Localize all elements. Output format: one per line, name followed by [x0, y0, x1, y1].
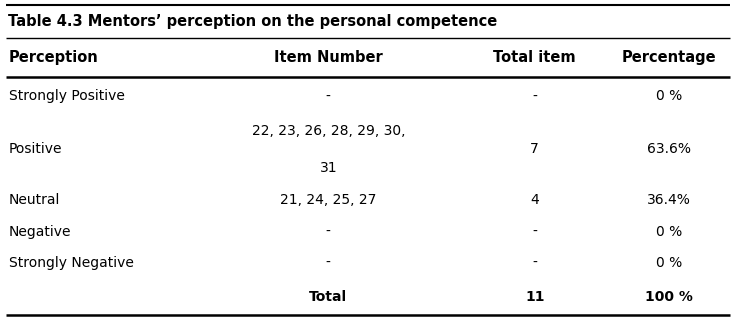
Text: -: -: [532, 225, 537, 239]
Text: Item Number: Item Number: [274, 50, 382, 65]
Text: 0 %: 0 %: [655, 225, 682, 239]
Text: 0 %: 0 %: [655, 89, 682, 103]
Text: 21, 24, 25, 27: 21, 24, 25, 27: [280, 193, 377, 207]
Text: Perception: Perception: [9, 50, 98, 65]
Text: Total item: Total item: [493, 50, 576, 65]
Text: 100 %: 100 %: [644, 290, 693, 304]
Text: Negative: Negative: [9, 225, 71, 239]
Text: -: -: [326, 225, 331, 239]
Text: 11: 11: [525, 290, 545, 304]
Text: Neutral: Neutral: [9, 193, 60, 207]
Text: -: -: [532, 256, 537, 270]
Text: 31: 31: [319, 161, 337, 175]
Text: 4: 4: [531, 193, 539, 207]
Text: -: -: [326, 256, 331, 270]
Text: -: -: [532, 89, 537, 103]
Text: Percentage: Percentage: [622, 50, 716, 65]
Text: 63.6%: 63.6%: [647, 142, 691, 156]
Text: 22, 23, 26, 28, 29, 30,: 22, 23, 26, 28, 29, 30,: [252, 124, 405, 138]
Text: 7: 7: [531, 142, 539, 156]
Text: 36.4%: 36.4%: [647, 193, 691, 207]
Text: Strongly Negative: Strongly Negative: [9, 256, 134, 270]
Text: Table 4.3 Mentors’ perception on the personal competence: Table 4.3 Mentors’ perception on the per…: [8, 14, 498, 29]
Text: -: -: [326, 89, 331, 103]
Text: Strongly Positive: Strongly Positive: [9, 89, 125, 103]
Text: 0 %: 0 %: [655, 256, 682, 270]
Text: Total: Total: [309, 290, 347, 304]
Text: Positive: Positive: [9, 142, 62, 156]
